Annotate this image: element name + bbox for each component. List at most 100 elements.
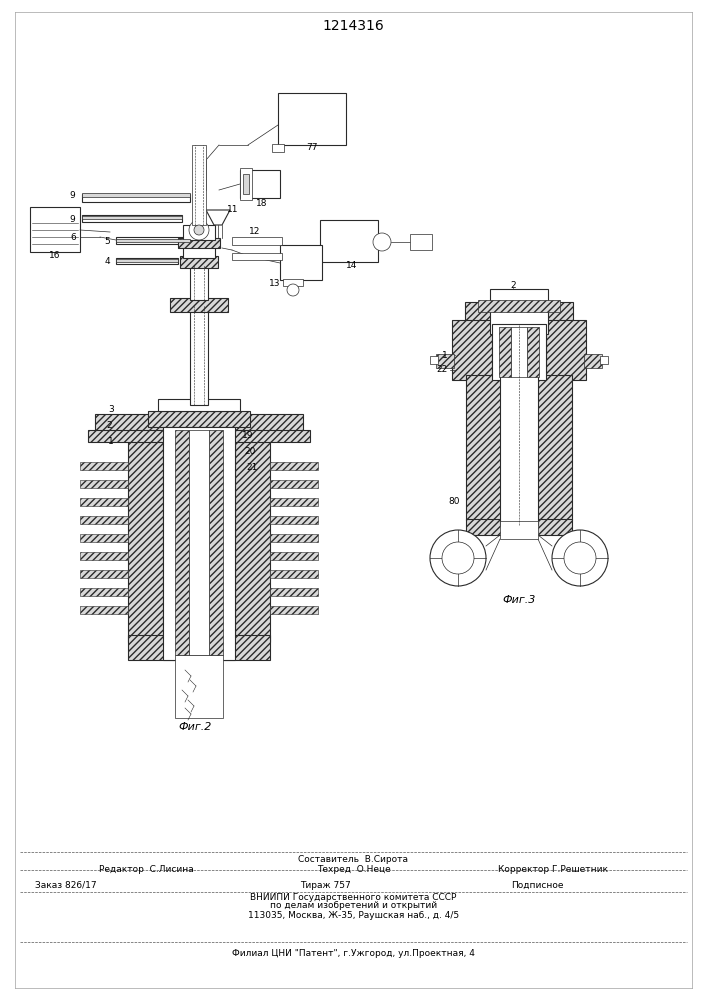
- Text: Фиг.2: Фиг.2: [178, 722, 211, 732]
- Bar: [80, 462, 128, 470]
- Circle shape: [564, 542, 596, 574]
- Text: Составитель  В.Сирота: Составитель В.Сирота: [298, 856, 409, 864]
- Bar: [283, 279, 303, 286]
- Text: ВНИИПИ Государственного комитета СССР: ВНИИПИ Государственного комитета СССР: [250, 892, 457, 902]
- Text: 21: 21: [246, 462, 257, 472]
- Text: 16: 16: [49, 251, 61, 260]
- Text: Заказ 826/17: Заказ 826/17: [35, 880, 97, 890]
- Bar: [270, 498, 318, 506]
- Bar: [116, 239, 190, 242]
- Bar: [148, 411, 250, 427]
- Bar: [190, 305, 208, 405]
- Bar: [128, 635, 270, 660]
- Bar: [270, 552, 318, 560]
- Bar: [158, 399, 240, 411]
- Bar: [128, 427, 163, 642]
- Bar: [30, 207, 80, 252]
- Text: Техред  О.Неце: Техред О.Неце: [317, 865, 390, 874]
- Bar: [80, 570, 128, 578]
- Text: 18: 18: [256, 198, 268, 208]
- Text: 14: 14: [346, 260, 358, 269]
- Circle shape: [373, 233, 391, 251]
- Bar: [175, 430, 189, 655]
- Bar: [232, 253, 282, 260]
- Text: Тираж 757: Тираж 757: [300, 880, 351, 890]
- Circle shape: [442, 542, 474, 574]
- Bar: [232, 237, 282, 245]
- Bar: [490, 289, 548, 334]
- Bar: [436, 354, 454, 368]
- Bar: [527, 327, 539, 377]
- Bar: [80, 498, 128, 506]
- Bar: [175, 655, 223, 718]
- Bar: [116, 259, 178, 262]
- Bar: [240, 168, 252, 200]
- Text: 13: 13: [269, 278, 281, 288]
- Text: 1: 1: [443, 351, 448, 360]
- Bar: [270, 606, 318, 614]
- Circle shape: [430, 530, 486, 586]
- Text: Подписное: Подписное: [511, 880, 563, 890]
- Bar: [600, 356, 608, 364]
- Bar: [270, 480, 318, 488]
- Bar: [80, 606, 128, 614]
- Bar: [116, 237, 190, 244]
- Bar: [452, 320, 492, 380]
- Bar: [280, 245, 322, 280]
- Bar: [116, 258, 178, 264]
- Bar: [465, 302, 492, 324]
- Bar: [233, 414, 303, 432]
- Text: 5: 5: [104, 237, 110, 246]
- Bar: [270, 516, 318, 524]
- Bar: [536, 375, 572, 520]
- Bar: [499, 327, 511, 377]
- Bar: [189, 430, 209, 655]
- Text: 2: 2: [510, 280, 516, 290]
- Bar: [511, 327, 527, 377]
- Bar: [240, 170, 280, 198]
- Bar: [278, 93, 346, 145]
- Bar: [95, 414, 165, 432]
- Bar: [190, 265, 208, 300]
- Bar: [180, 256, 218, 268]
- Bar: [233, 430, 310, 442]
- Bar: [183, 225, 215, 240]
- Bar: [430, 356, 438, 364]
- Bar: [546, 302, 573, 324]
- Bar: [80, 480, 128, 488]
- Bar: [320, 220, 378, 262]
- Bar: [584, 354, 602, 368]
- Bar: [492, 324, 546, 380]
- Bar: [270, 588, 318, 596]
- Bar: [80, 588, 128, 596]
- Text: 1214316: 1214316: [322, 19, 384, 33]
- Text: 4: 4: [105, 257, 110, 266]
- Bar: [82, 193, 190, 197]
- Bar: [270, 462, 318, 470]
- Text: 80: 80: [448, 497, 460, 506]
- Bar: [80, 534, 128, 542]
- Text: 77: 77: [306, 143, 317, 152]
- Polygon shape: [206, 210, 230, 225]
- Text: 6: 6: [70, 232, 76, 241]
- Bar: [235, 427, 270, 642]
- Text: 113035, Москва, Ж-35, Раушская наб., д. 4/5: 113035, Москва, Ж-35, Раушская наб., д. …: [248, 910, 459, 920]
- Bar: [163, 427, 235, 660]
- Bar: [80, 552, 128, 560]
- Text: 20: 20: [245, 448, 256, 456]
- Circle shape: [287, 284, 299, 296]
- Text: 12: 12: [250, 228, 261, 236]
- Bar: [183, 246, 215, 258]
- Bar: [466, 519, 572, 535]
- Text: 9: 9: [69, 192, 75, 200]
- Bar: [80, 516, 128, 524]
- Bar: [546, 320, 586, 380]
- Text: 3: 3: [108, 406, 114, 414]
- Bar: [500, 375, 538, 525]
- Bar: [88, 430, 165, 442]
- Text: 2: 2: [106, 422, 112, 430]
- Circle shape: [194, 225, 204, 235]
- Bar: [82, 215, 182, 222]
- Bar: [82, 194, 190, 202]
- Bar: [466, 375, 502, 520]
